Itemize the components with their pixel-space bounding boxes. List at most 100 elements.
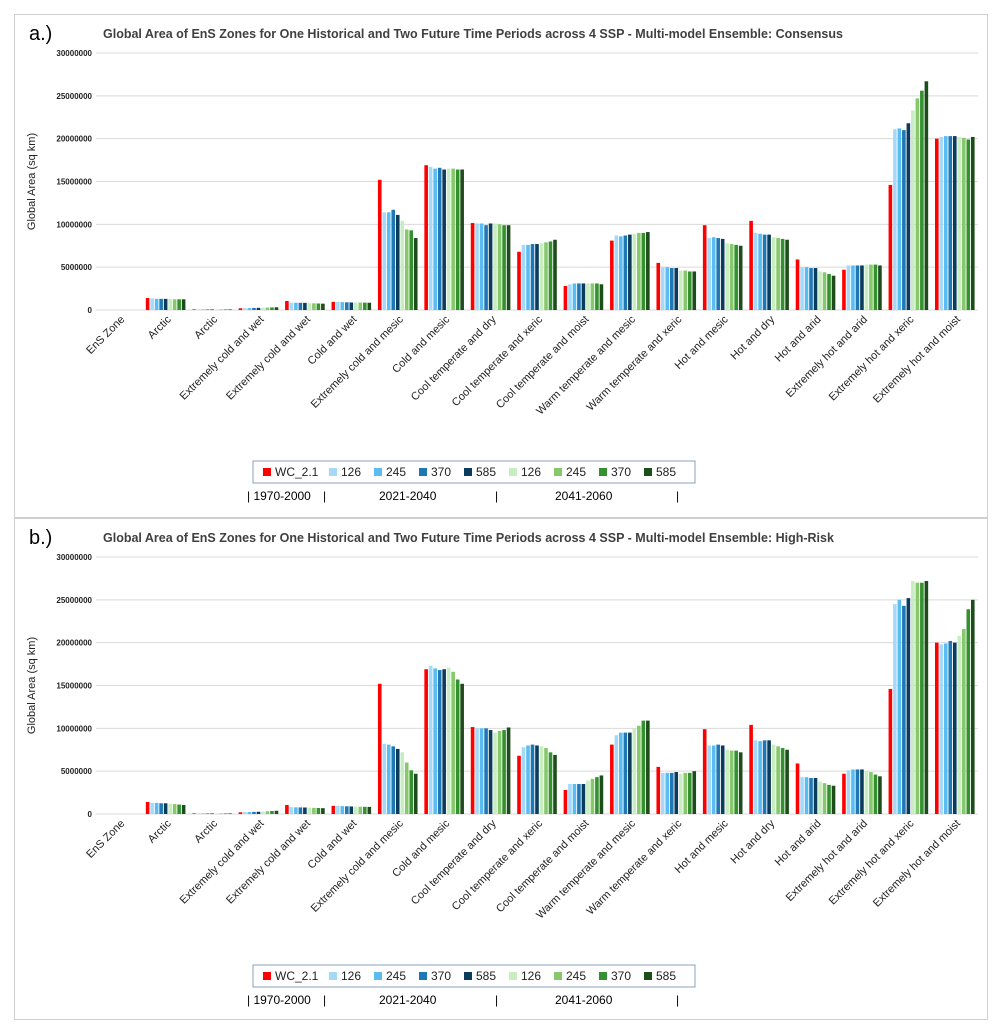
bar bbox=[526, 244, 530, 310]
x-category-label: Extremely cold and wet bbox=[224, 818, 313, 907]
bar bbox=[493, 732, 497, 814]
bar bbox=[572, 283, 577, 310]
legend-swatch bbox=[644, 468, 652, 476]
bar bbox=[238, 308, 243, 310]
bar bbox=[568, 284, 572, 310]
bar bbox=[669, 268, 674, 310]
bar bbox=[577, 283, 581, 310]
bar bbox=[637, 232, 641, 310]
bar bbox=[702, 225, 707, 310]
bar bbox=[660, 267, 665, 310]
chart-title: Global Area of EnS Zones for One Histori… bbox=[103, 531, 834, 545]
legend-entry: 585 bbox=[656, 969, 676, 983]
bar bbox=[196, 309, 201, 310]
bar bbox=[970, 136, 975, 310]
bar bbox=[433, 668, 437, 814]
bar bbox=[526, 745, 530, 814]
x-category-label: Extremely hot and xeric bbox=[827, 313, 917, 403]
bar bbox=[201, 813, 205, 814]
bar bbox=[451, 168, 455, 310]
bar bbox=[256, 811, 261, 814]
bar bbox=[172, 299, 177, 310]
legend-entry: 585 bbox=[476, 465, 496, 479]
bar bbox=[210, 309, 214, 310]
bar bbox=[223, 813, 228, 814]
bar bbox=[660, 772, 665, 814]
legend-entry: 126 bbox=[521, 969, 541, 983]
bar bbox=[303, 302, 307, 310]
bar bbox=[599, 284, 604, 310]
bar bbox=[851, 769, 855, 814]
legend-swatch bbox=[263, 972, 271, 980]
bar bbox=[168, 298, 172, 310]
bar bbox=[687, 772, 692, 814]
bar bbox=[349, 806, 354, 814]
bar bbox=[544, 242, 548, 310]
bar bbox=[363, 806, 367, 814]
bar bbox=[424, 165, 428, 310]
bar bbox=[893, 604, 897, 814]
bar bbox=[762, 740, 767, 814]
legend-box bbox=[252, 964, 696, 988]
bar bbox=[948, 640, 953, 814]
bar bbox=[455, 169, 460, 310]
bar bbox=[345, 806, 349, 814]
x-category-label: Warm temperate and mesic bbox=[534, 817, 638, 921]
bar bbox=[939, 644, 944, 814]
bar bbox=[809, 778, 813, 814]
x-category-label: Warm temperate and xeric bbox=[585, 817, 685, 917]
bar bbox=[247, 308, 252, 310]
bar bbox=[720, 238, 725, 310]
bar bbox=[725, 749, 729, 814]
y-tick-label: 0 bbox=[88, 306, 93, 315]
bar bbox=[924, 81, 929, 311]
bar bbox=[860, 265, 864, 310]
bar bbox=[354, 302, 358, 310]
bar bbox=[846, 265, 851, 310]
period-label: | bbox=[676, 993, 679, 1007]
bar bbox=[413, 773, 418, 814]
x-category-label: Extremely hot and xeric bbox=[827, 817, 917, 907]
bar bbox=[734, 244, 738, 310]
legend-entry: 245 bbox=[566, 465, 586, 479]
bar bbox=[637, 725, 641, 814]
bar bbox=[674, 772, 679, 814]
bar bbox=[628, 732, 632, 814]
bar bbox=[771, 744, 776, 814]
bar bbox=[924, 580, 929, 814]
bar bbox=[409, 770, 414, 814]
x-category-label: Cool temperate and dry bbox=[409, 817, 499, 907]
chart-title: Global Area of EnS Zones for One Histori… bbox=[103, 27, 843, 41]
bar bbox=[446, 667, 451, 814]
bar bbox=[961, 137, 966, 310]
bar bbox=[358, 806, 363, 814]
bar bbox=[506, 727, 511, 814]
bar bbox=[795, 259, 800, 310]
bar bbox=[192, 309, 196, 310]
bar bbox=[321, 808, 325, 814]
bar bbox=[460, 683, 464, 814]
bar bbox=[168, 803, 172, 814]
bar bbox=[873, 774, 878, 814]
bar bbox=[205, 813, 210, 814]
bar bbox=[530, 744, 535, 814]
bar bbox=[517, 251, 521, 310]
bar bbox=[442, 169, 446, 310]
bar bbox=[827, 784, 831, 814]
bar bbox=[572, 784, 577, 814]
bar bbox=[831, 785, 836, 814]
bar bbox=[395, 748, 400, 814]
legend-swatch bbox=[509, 972, 517, 980]
bar bbox=[548, 241, 553, 310]
y-tick-label: 25000000 bbox=[56, 92, 92, 101]
bar bbox=[911, 110, 915, 310]
bar bbox=[316, 303, 321, 310]
y-tick-label: 20000000 bbox=[56, 639, 92, 648]
legend-swatch bbox=[329, 972, 337, 980]
bar bbox=[159, 803, 163, 814]
bar bbox=[610, 240, 614, 310]
chart-panel-high-risk: b.) Global Area of EnS Zones for One His… bbox=[14, 518, 988, 1020]
bar bbox=[177, 804, 181, 814]
bar bbox=[437, 167, 442, 310]
x-category-label: Hot and arid bbox=[773, 314, 824, 365]
